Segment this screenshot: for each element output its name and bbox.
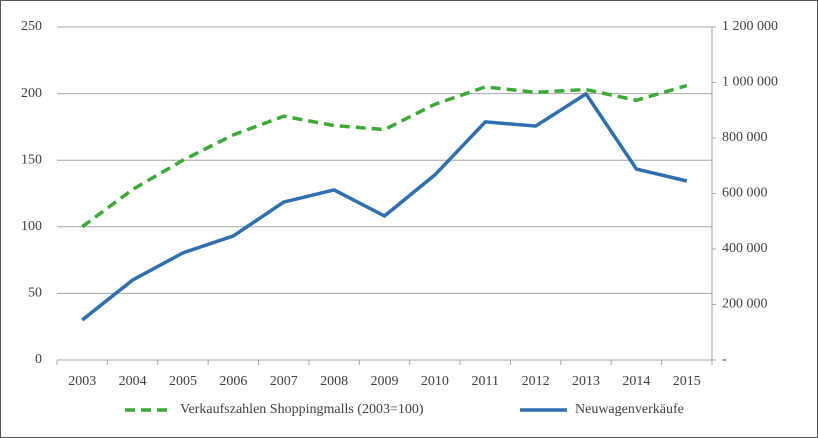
x-tick-label: 2014 [622,374,650,389]
y-tick-label: 100 [21,219,42,234]
y-tick-label: 200 [21,86,42,101]
x-tick-label: 2008 [320,374,348,389]
x-tick-label: 2010 [421,374,449,389]
y2-tick-label: 1 000 000 [722,75,778,90]
y2-tick-label: 400 000 [722,241,768,256]
y-tick-label: 150 [21,152,42,167]
x-tick-label: 2013 [572,374,600,389]
y2-tick-label: 600 000 [722,186,768,201]
y2-tick-label: 800 000 [722,130,768,145]
y2-tick-label: 200 000 [722,297,768,312]
x-tick-label: 2003 [68,374,96,389]
y-tick-label: 50 [28,286,42,301]
x-tick-label: 2005 [169,374,197,389]
x-tick-label: 2006 [219,374,247,389]
x-tick-label: 2015 [673,374,701,389]
x-tick-label: 2009 [371,374,399,389]
x-tick-label: 2007 [270,374,298,389]
x-tick-label: 2004 [119,374,147,389]
x-tick-label: 2011 [472,374,499,389]
legend-label: Verkaufszahlen Shoppingmalls (2003=100) [180,402,424,417]
series-line [81,83,688,229]
y-tick-label: 0 [35,352,42,367]
y2-tick-label: 1 200 000 [722,19,778,34]
y2-tick-label: - [722,352,727,367]
y-tick-label: 250 [21,19,42,34]
series-line [81,92,688,322]
x-tick-label: 2012 [522,374,550,389]
legend-label: Neuwagenverkäufe [575,402,684,417]
